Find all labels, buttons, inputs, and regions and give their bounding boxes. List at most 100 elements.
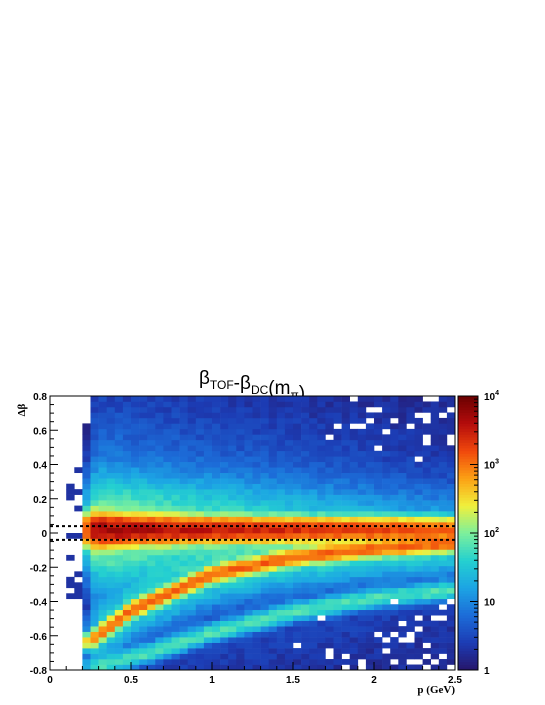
heatmap-cell [114, 565, 124, 572]
heatmap-cell [163, 565, 172, 572]
heatmap-cell [90, 664, 99, 671]
heatmap-cell [236, 401, 245, 408]
heatmap-cell [276, 483, 286, 490]
heatmap-cell [333, 522, 342, 528]
heatmap-cell [406, 505, 415, 512]
heatmap-cell [260, 511, 269, 517]
heatmap-cell [187, 549, 197, 556]
heatmap-cell [325, 406, 334, 413]
heatmap-cell [195, 396, 205, 402]
heatmap-cell [317, 522, 326, 528]
heatmap-cell [82, 472, 91, 479]
heatmap-cell [106, 554, 116, 561]
heatmap-cell [155, 538, 164, 545]
heatmap-cell [236, 543, 245, 550]
heatmap-cell [301, 483, 310, 490]
heatmap-cell [365, 396, 375, 402]
heatmap-cell [317, 576, 326, 583]
heatmap-cell [66, 494, 75, 501]
heatmap-cell [187, 483, 197, 490]
heatmap-cell [228, 648, 237, 654]
heatmap-cell [171, 505, 180, 512]
heatmap-cell [398, 516, 407, 523]
heatmap-cell [268, 664, 278, 671]
heatmap-cell [139, 637, 148, 643]
y-axis-title: Δβ [16, 403, 28, 416]
heatmap-cell [114, 417, 124, 424]
heatmap-cell [131, 648, 140, 654]
heatmap-cell [171, 467, 180, 474]
colorbar-segment [458, 420, 478, 424]
heatmap-cell [90, 522, 99, 528]
heatmap-cell [268, 653, 278, 660]
heatmap-cell [171, 598, 180, 605]
heatmap-cell [163, 527, 172, 534]
heatmap-cell [155, 620, 164, 627]
heatmap-cell [106, 604, 116, 611]
heatmap-cell [333, 626, 342, 632]
heatmap-cell [293, 461, 302, 468]
heatmap-cell [293, 533, 302, 539]
heatmap-cell [341, 615, 350, 621]
heatmap-cell [131, 478, 140, 484]
heatmap-cell [171, 434, 180, 441]
heatmap-cell [236, 396, 245, 402]
heatmap-cell [268, 417, 278, 424]
heatmap-cell [357, 505, 367, 512]
heatmap-cell [155, 472, 164, 479]
heatmap-cell [301, 631, 310, 638]
heatmap-cell [406, 396, 415, 402]
heatmap-cell [398, 648, 407, 654]
heatmap-cell [260, 406, 269, 413]
heatmap-cell [98, 576, 107, 583]
heatmap-cell [155, 648, 164, 654]
heatmap-cell [422, 549, 431, 556]
heatmap-cell [317, 609, 326, 616]
heatmap-cell [244, 554, 253, 561]
heatmap-cell [438, 511, 448, 517]
heatmap-cell [276, 467, 286, 474]
heatmap-cell [333, 456, 342, 463]
heatmap-cell [122, 412, 132, 419]
heatmap-cell [236, 494, 245, 501]
heatmap-cell [82, 593, 91, 600]
heatmap-cell [98, 620, 107, 627]
heatmap-cell [155, 587, 164, 594]
heatmap-cell [228, 428, 237, 435]
heatmap-cell [244, 637, 253, 643]
heatmap-cell [171, 653, 180, 660]
heatmap-cell [422, 461, 431, 468]
heatmap-cell [374, 412, 383, 419]
heatmap-cell [171, 593, 180, 600]
heatmap-cell [365, 598, 375, 605]
heatmap-cell [171, 587, 180, 594]
heatmap-cell [203, 406, 213, 413]
heatmap-cell [171, 582, 180, 589]
heatmap-cell [195, 450, 205, 457]
heatmap-cell [365, 516, 375, 523]
heatmap-cell [187, 571, 197, 578]
heatmap-cell [187, 456, 197, 463]
heatmap-cell [90, 456, 99, 463]
heatmap-cell [293, 500, 302, 506]
heatmap-cell [357, 549, 367, 556]
colorbar-segment [458, 639, 478, 643]
heatmap-cell [252, 434, 261, 441]
heatmap-cell [301, 598, 310, 605]
heatmap-cell [195, 576, 205, 583]
heatmap-cell [244, 582, 253, 589]
heatmap-cell [260, 516, 269, 523]
heatmap-cell [333, 461, 342, 468]
heatmap-cell [349, 620, 359, 627]
heatmap-cell [438, 522, 448, 528]
heatmap-cell [430, 434, 440, 441]
heatmap-cell [374, 461, 383, 468]
heatmap-cell [268, 461, 278, 468]
heatmap-cell [82, 428, 91, 435]
heatmap-cell [163, 626, 172, 632]
heatmap-cell [398, 626, 407, 632]
heatmap-cell [252, 527, 261, 534]
heatmap-cell [430, 565, 440, 572]
heatmap-cell [236, 428, 245, 435]
heatmap-cell [139, 587, 148, 594]
